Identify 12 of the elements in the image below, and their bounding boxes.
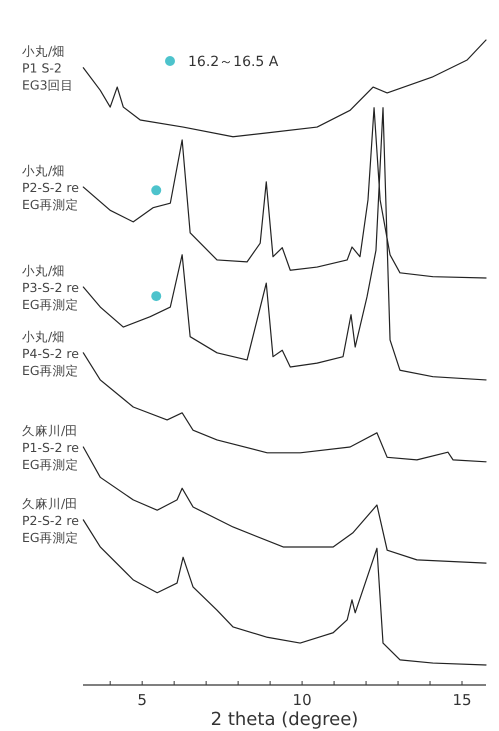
series-label: 小丸/畑 P4-S-2 re EG再測定 bbox=[22, 328, 80, 378]
x-tick-label: 5 bbox=[137, 691, 147, 709]
series-label: 小丸/畑 P1 S-2 EG3回目 bbox=[22, 44, 74, 93]
series-label: 久麻川/田 P2-S-2 re EG再測定 bbox=[22, 496, 80, 545]
series-label: 久麻川/田 P1-S-2 re EG再測定 bbox=[22, 422, 80, 472]
x-tick-label: 15 bbox=[452, 691, 472, 709]
legend-label: 16.2～16.5 A bbox=[188, 54, 279, 70]
legend: 16.2～16.5 A bbox=[165, 54, 278, 70]
series-label: 小丸/畑 P3-S-2 re EG再測定 bbox=[22, 263, 80, 312]
series-label: 小丸/畑 P2-S-2 re EG再測定 bbox=[22, 163, 80, 212]
x-tick-label: 10 bbox=[292, 691, 312, 709]
x-axis-title: 2 theta (degree) bbox=[210, 709, 358, 730]
